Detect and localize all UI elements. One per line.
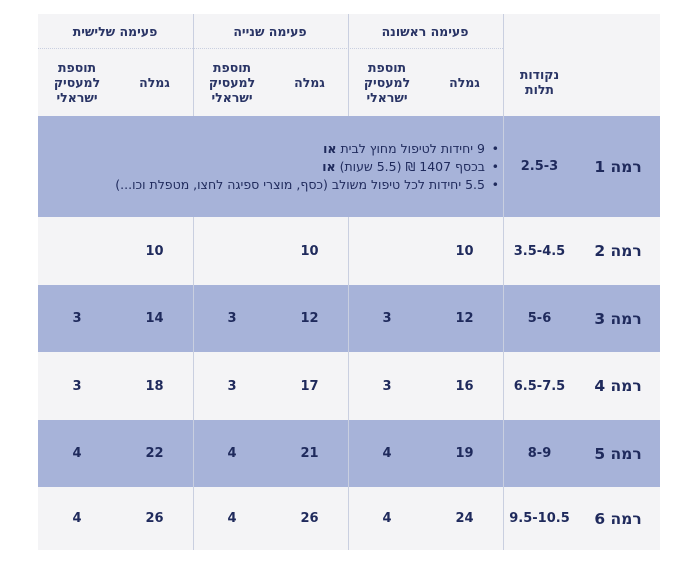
pension-cell-2: 10	[300, 243, 319, 259]
bonus-cell-2: 4	[227, 511, 237, 526]
table-row-level-3: 3 14 3 12 3 12 5-6 רמה 3	[38, 285, 660, 352]
pension-cell-3: 22	[145, 446, 164, 461]
pension-cell-1: 12	[455, 311, 474, 326]
group-header-third: פעימה שלישית	[72, 23, 158, 39]
bonus-cell-1: 4	[382, 511, 392, 526]
pension-cell-2: 21	[300, 446, 319, 461]
level-label: רמה 2	[594, 242, 642, 260]
level-label: רמה 1	[594, 157, 642, 176]
points-cell: 5-6	[527, 311, 552, 326]
bonus-cell-2: 3	[227, 378, 237, 394]
col-header-points: נקודות תלות	[519, 67, 560, 97]
bonus-cell-2: 3	[227, 311, 237, 326]
level-label: רמה 3	[594, 309, 642, 328]
col-header-pension-1: גמלה	[449, 74, 480, 90]
bonus-cell-3: 3	[72, 378, 82, 394]
pension-cell-3: 18	[145, 378, 164, 394]
col-header-bonus-3: תוספת למעסיק ישראלי	[53, 59, 101, 105]
level-1-description: 9 יחידות לטיפול מחוץ לבית או בכסף 1407 ₪…	[38, 116, 503, 217]
points-cell: 6.5-7.5	[513, 378, 566, 394]
bonus-cell-1: 3	[382, 311, 392, 326]
col-header-pension-2: גמלה	[294, 74, 325, 90]
column-divider	[348, 217, 349, 550]
table-row-level-6: 4 26 4 26 4 24 9.5-10.5 רמה 6	[38, 487, 660, 550]
pension-cell-3: 26	[145, 511, 164, 526]
bonus-cell-1: 3	[382, 378, 392, 394]
col-header-bonus-1: תוספת למעסיק ישראלי	[363, 59, 411, 105]
bullet-item: 5.5 יחידות לכל טיפול משולב (כסף, מוצרי ס…	[115, 176, 498, 194]
table-row-level-2: 10 10 10 3.5-4.5 רמה 2	[38, 217, 660, 285]
table-row-level-1: 9 יחידות לטיפול מחוץ לבית או בכסף 1407 ₪…	[38, 116, 660, 217]
pension-cell-1: 10	[455, 243, 474, 259]
pension-cell-2: 17	[300, 378, 319, 394]
column-divider	[503, 14, 504, 550]
benefits-table: פעימה שלישית פעימה שנייה פעימה ראשונה תו…	[38, 14, 660, 550]
column-divider	[193, 217, 194, 550]
group-header-first: פעימה ראשונה	[381, 23, 469, 39]
bonus-cell-1	[348, 217, 426, 285]
pension-cell-1: 24	[455, 511, 474, 526]
bullet-item: 9 יחידות לטיפול מחוץ לבית או	[115, 140, 499, 158]
bonus-cell-3	[38, 217, 116, 285]
column-divider	[193, 14, 194, 116]
bonus-cell-3: 4	[72, 446, 82, 461]
table-row-level-4: 3 18 3 17 3 16 6.5-7.5 רמה 4	[38, 352, 660, 420]
level-label: רמה 5	[594, 444, 642, 463]
table-row-level-5: 4 22 4 21 4 19 8-9 רמה 5	[38, 420, 660, 487]
pension-cell-2: 12	[300, 311, 319, 326]
col-header-pension-3: גמלה	[139, 74, 170, 90]
points-cell: 8-9	[527, 446, 552, 461]
bonus-cell-2	[193, 217, 271, 285]
header-sub-row: תוספת למעסיק ישראלי גמלה תוספת למעסיק יש…	[38, 48, 660, 116]
bonus-cell-2: 4	[227, 446, 237, 461]
points-cell: 2.5-3	[520, 159, 559, 174]
col-header-bonus-2: תוספת למעסיק ישראלי	[208, 59, 256, 105]
pension-cell-3: 10	[145, 243, 164, 259]
bonus-cell-3: 3	[72, 311, 82, 326]
points-cell: 9.5-10.5	[509, 511, 570, 526]
group-header-second: פעימה שנייה	[233, 23, 307, 39]
pension-cell-2: 26	[300, 511, 319, 526]
pension-cell-1: 19	[455, 446, 474, 461]
pension-cell-1: 16	[455, 378, 474, 394]
pension-cell-3: 14	[145, 311, 164, 326]
bonus-cell-1: 4	[382, 446, 392, 461]
header-group-row: פעימה שלישית פעימה שנייה פעימה ראשונה	[38, 14, 660, 48]
level-label: רמה 6	[594, 509, 642, 528]
bullet-item: בכסף 1407 ₪ (5.5 שעות) או	[115, 158, 499, 176]
level-1-bullets: 9 יחידות לטיפול מחוץ לבית או בכסף 1407 ₪…	[115, 140, 503, 194]
points-cell: 3.5-4.5	[513, 243, 566, 259]
level-label: רמה 4	[594, 377, 642, 395]
header-divider	[38, 48, 503, 49]
column-divider	[348, 14, 349, 116]
bonus-cell-3: 4	[72, 511, 82, 526]
